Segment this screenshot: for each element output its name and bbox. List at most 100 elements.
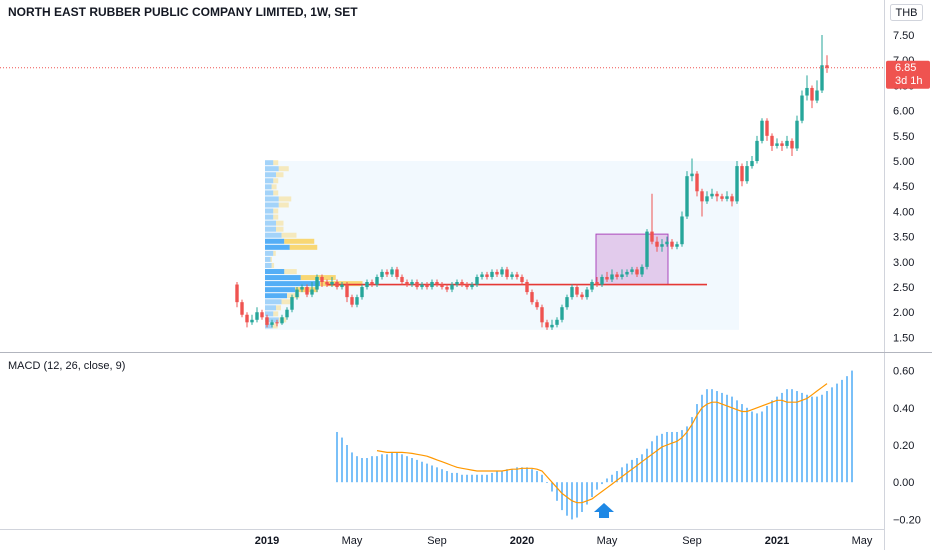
candle-body [655, 241, 659, 247]
candle-body [515, 274, 519, 277]
candle-body [270, 322, 274, 325]
macd-tick-label: 0.00 [893, 477, 914, 489]
candlestick-series[interactable] [235, 35, 829, 330]
price-tick-label: 6.00 [893, 106, 914, 118]
macd-bar [771, 400, 773, 483]
macd-bar [711, 389, 713, 483]
macd-bar [816, 396, 818, 483]
candle-body [325, 282, 329, 285]
candle-body [295, 289, 299, 298]
time-axis[interactable]: 2019 May Sep 2020 May Sep 2021 May [255, 535, 873, 547]
macd-bar [611, 474, 613, 483]
candle-body [480, 274, 484, 277]
macd-bar [686, 426, 688, 483]
macd-bar [781, 392, 783, 483]
candle-body [755, 140, 759, 162]
candle-body [705, 196, 709, 202]
macd-bar [641, 454, 643, 483]
currency-badge[interactable]: THB [890, 4, 923, 21]
candle-body [430, 282, 434, 288]
macd-bar [416, 459, 418, 483]
candle-body [640, 266, 644, 275]
candle-body [720, 196, 724, 199]
macd-bar [741, 404, 743, 483]
macd-bar [851, 370, 853, 483]
candle-body [780, 143, 784, 146]
candle-body [670, 241, 674, 247]
candle-body [610, 274, 614, 280]
price-tick-label: 2.00 [893, 307, 914, 319]
candle-body [680, 216, 684, 245]
vp-down-bar [284, 269, 297, 275]
candle-body [730, 196, 734, 202]
candle-body [555, 319, 559, 325]
candle-body [435, 282, 439, 285]
candle-body [235, 284, 239, 303]
macd-bar [666, 431, 668, 483]
macd-bar [706, 389, 708, 483]
vp-up-bar [265, 166, 279, 172]
vp-down-bar [278, 166, 289, 172]
volume-profile[interactable] [265, 160, 363, 329]
candle-body [350, 297, 354, 305]
time-tick-label: 2020 [510, 535, 534, 547]
vp-down-bar [276, 305, 281, 311]
macd-bar [681, 430, 683, 483]
chart-title: NORTH EAST RUBBER PUBLIC COMPANY LIMITED… [8, 5, 358, 19]
macd-bar [341, 437, 343, 483]
candle-body [265, 317, 269, 325]
macd-bar [841, 379, 843, 483]
vp-down-bar [273, 311, 279, 317]
price-axis[interactable]: 1.50 2.00 2.50 3.00 3.50 4.00 4.50 5.00 5.50 6.00… [893, 30, 914, 344]
macd-bar [556, 482, 558, 501]
vp-up-bar [265, 184, 272, 190]
vp-up-bar [265, 281, 320, 287]
macd-bar [476, 474, 478, 483]
candle-body [385, 271, 389, 275]
macd-tick-label: 0.60 [893, 366, 914, 378]
vp-down-bar [284, 238, 315, 244]
vp-up-bar [265, 256, 271, 262]
candle-body [425, 284, 429, 288]
vp-down-bar [273, 178, 279, 184]
macd-bar [821, 394, 823, 483]
macd-bar [726, 394, 728, 483]
time-tick-label: 2021 [765, 535, 789, 547]
candle-body [565, 297, 569, 308]
candle-body [795, 120, 799, 149]
candle-body [675, 244, 679, 247]
vp-up-bar [265, 305, 276, 311]
vp-down-bar [273, 190, 279, 196]
price-tick-label: 5.00 [893, 156, 914, 168]
macd-bar [751, 411, 753, 483]
macd-bar [551, 482, 553, 492]
candle-body [285, 309, 289, 318]
candle-body [775, 143, 779, 146]
macd-bar [646, 448, 648, 483]
vp-down-bar [281, 299, 292, 305]
vp-up-bar [265, 250, 274, 256]
candle-body [320, 276, 324, 282]
price-tag: 6.85 3d 1h [886, 60, 930, 89]
candle-body [380, 271, 384, 277]
candle-body [630, 269, 634, 272]
price-tick-label: 5.50 [893, 131, 914, 143]
candle-body [450, 284, 454, 290]
macd-axis[interactable]: −0.20 0.00 0.20 0.40 0.60 [893, 366, 921, 527]
candle-body [245, 314, 249, 323]
volume-profile-range[interactable] [265, 161, 739, 330]
candle-body [260, 312, 264, 318]
macd-bar [451, 472, 453, 483]
vp-down-bar [320, 281, 363, 287]
macd-indicator-label[interactable]: MACD (12, 26, close, 9) [8, 360, 125, 372]
macd-tick-label: 0.20 [893, 440, 914, 452]
macd-histogram[interactable] [336, 370, 853, 520]
arrow-up-icon[interactable] [594, 503, 614, 518]
macd-bar [661, 433, 663, 483]
candle-body [810, 87, 814, 101]
macd-bar [691, 417, 693, 483]
candle-body [360, 287, 364, 298]
vp-up-bar [265, 232, 282, 238]
macd-signal-line[interactable] [376, 383, 828, 504]
